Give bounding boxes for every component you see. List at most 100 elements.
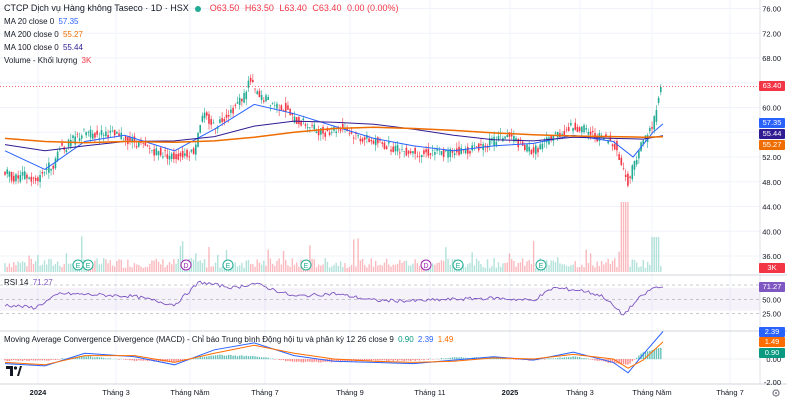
macd-hist-bar <box>105 358 107 360</box>
macd-hist-bar <box>256 356 258 360</box>
macd-hist-bar <box>107 358 109 360</box>
candle-body <box>37 177 39 182</box>
candle-body <box>223 119 226 122</box>
tradingview-logo-icon[interactable] <box>6 366 22 376</box>
volume-bar <box>388 264 390 272</box>
candle-body <box>488 138 491 146</box>
volume-bar <box>471 252 473 272</box>
volume-bar <box>19 263 22 272</box>
macd-hist-bar <box>374 359 377 361</box>
volume-bar <box>197 261 199 272</box>
candle-body <box>100 130 103 136</box>
macd-hist-bar <box>440 357 443 360</box>
macd-hist-bar <box>320 359 322 363</box>
macd-axis-label: 2.00 <box>766 332 781 341</box>
volume-bar <box>274 265 276 272</box>
candle-body <box>135 146 138 148</box>
macd-hist-bar <box>449 357 451 360</box>
volume-bar <box>486 259 489 272</box>
candle-body <box>298 116 300 125</box>
candle-body <box>19 175 22 182</box>
macd-hist-bar <box>333 359 335 362</box>
volume-bar <box>214 262 217 272</box>
rsi-axis-label: 25.00 <box>762 310 781 319</box>
rsi-legend[interactable]: RSI 14 71.27 <box>4 277 53 289</box>
candle-body <box>372 140 375 144</box>
candle-body <box>8 171 11 177</box>
macd-hist-bar <box>118 359 120 360</box>
volume-bar <box>116 261 118 272</box>
macd-hist-bar <box>96 357 98 360</box>
candle-body <box>173 152 175 160</box>
macd-hist-bar <box>157 359 160 362</box>
macd-hist-bar <box>133 359 136 361</box>
macd-hist-bar <box>383 359 386 361</box>
macd-hist-bar <box>100 357 103 360</box>
macd-hist-bar <box>109 358 111 360</box>
candle-body <box>510 134 513 137</box>
macd-legend[interactable]: Moving Average Convergence Divergence (M… <box>4 334 453 346</box>
volume-bar <box>467 264 469 272</box>
volume-bar <box>26 266 28 272</box>
ma20-line <box>4 103 664 170</box>
volume-legend[interactable]: Volume - Khối lượng 3K <box>4 55 91 67</box>
macd-hist-bar <box>92 357 94 360</box>
candle-body <box>515 138 517 141</box>
macd-hist-bar <box>85 356 87 360</box>
dividend-marker <box>180 259 192 271</box>
macd-hist-bar <box>631 359 633 362</box>
macd-hist-bar <box>456 357 458 360</box>
candle-body <box>486 146 489 149</box>
macd-hist-bar <box>565 357 568 360</box>
price-axis-label: 36.00 <box>762 252 781 261</box>
volume-bar <box>396 263 399 272</box>
macd-hist-bar <box>254 356 256 360</box>
macd-hist-bar <box>103 357 105 360</box>
earnings-marker <box>222 259 234 271</box>
volume-bar <box>368 264 370 272</box>
candle-body <box>227 115 230 117</box>
volume-bar <box>370 258 372 272</box>
volume-bar <box>30 258 33 272</box>
volume-bar <box>168 261 171 272</box>
candle-body <box>162 156 164 158</box>
volume-bar <box>254 266 256 272</box>
macd-hist-bar <box>4 359 6 361</box>
macd-hist-bar <box>311 359 313 363</box>
candle-body <box>403 151 405 152</box>
volume-bar <box>232 263 234 272</box>
volume-bar <box>548 265 550 272</box>
candle-body <box>234 104 237 106</box>
candle-body <box>10 171 13 181</box>
volume-bar <box>598 266 601 272</box>
candle-body <box>252 79 254 83</box>
volume-bar <box>629 266 631 272</box>
volume-bar <box>611 260 614 272</box>
ma200-legend[interactable]: MA 200 close 0 55.27 <box>4 29 83 41</box>
candle-body <box>530 149 533 155</box>
candle-body <box>464 148 467 154</box>
candle-body <box>197 132 199 147</box>
volume-bar <box>528 260 530 272</box>
volume-bar <box>644 267 647 272</box>
macd-hist-bar <box>241 355 243 360</box>
gear-icon[interactable] <box>771 388 781 398</box>
ma100-legend[interactable]: MA 100 close 0 55.44 <box>4 42 83 54</box>
volume-bar <box>206 267 208 272</box>
candle-body <box>236 102 239 104</box>
macd-hist-bar <box>249 356 252 360</box>
volume-bar <box>131 267 133 272</box>
macd-hist-bar <box>445 358 447 360</box>
volume-bar <box>390 266 392 272</box>
ma20-legend[interactable]: MA 20 close 0 57.35 <box>4 16 79 28</box>
volume-bar <box>557 257 559 272</box>
candle-body <box>616 141 618 151</box>
candle-body <box>377 137 379 144</box>
macd-hist-bar <box>230 354 232 360</box>
candle-body <box>458 146 460 155</box>
macd-hist-bar <box>317 359 320 363</box>
volume-bar <box>403 261 405 272</box>
candle-body <box>96 130 98 135</box>
